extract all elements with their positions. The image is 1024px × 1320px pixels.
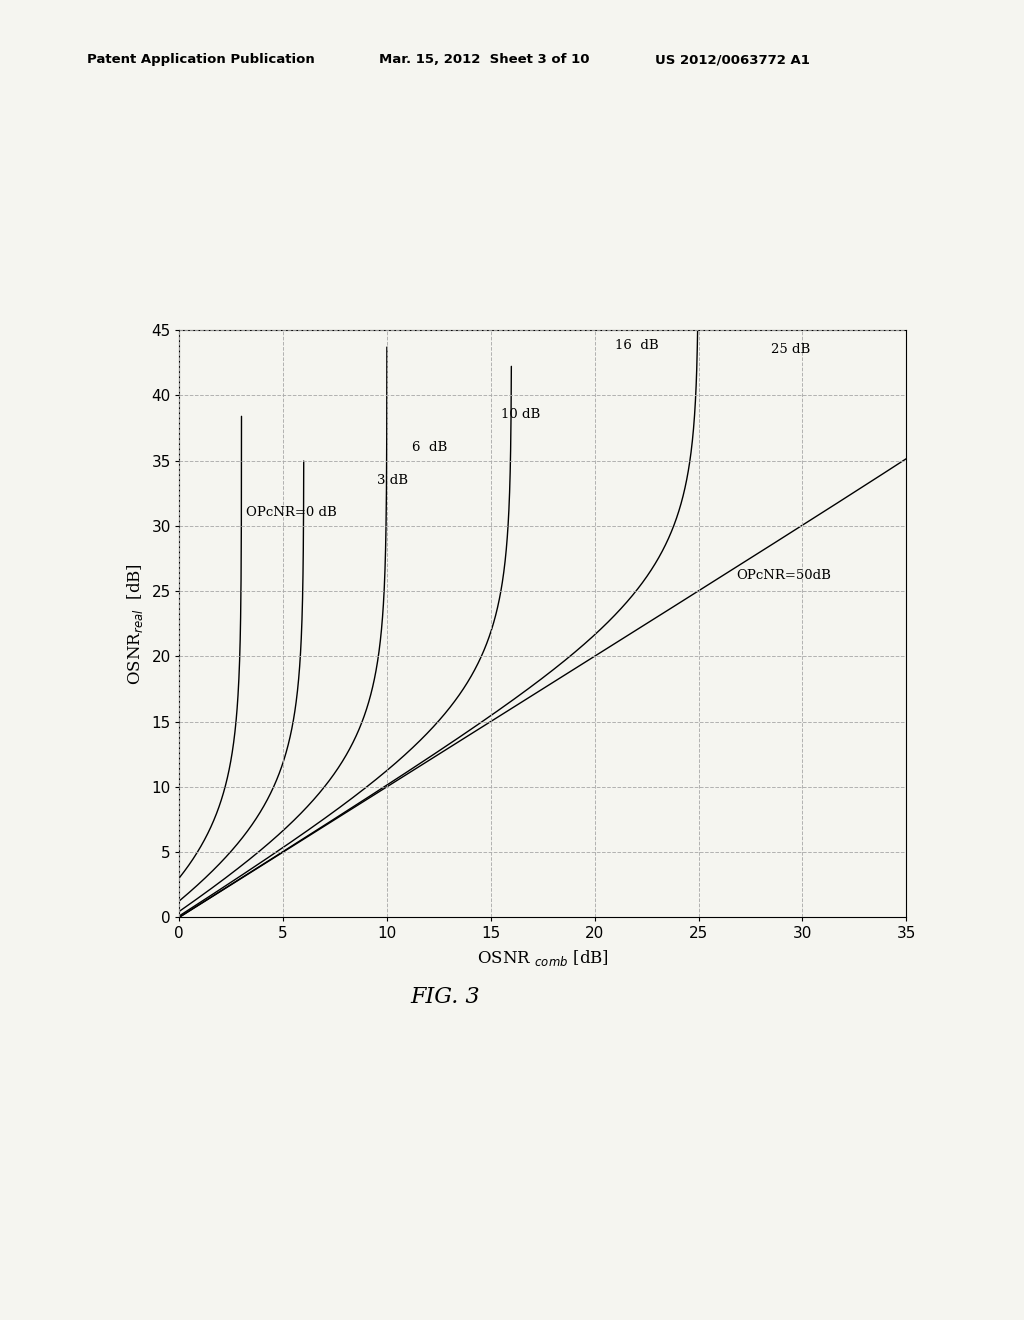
Text: 6  dB: 6 dB — [412, 441, 447, 454]
Text: 3 dB: 3 dB — [377, 474, 408, 487]
X-axis label: OSNR $_{comb}$ [dB]: OSNR $_{comb}$ [dB] — [477, 948, 608, 968]
Y-axis label: OSNR$_{real}$  [dB]: OSNR$_{real}$ [dB] — [125, 562, 144, 685]
Text: OPcNR=50dB: OPcNR=50dB — [736, 569, 830, 582]
Text: FIG. 3: FIG. 3 — [411, 986, 480, 1007]
Text: OPcNR=0 dB: OPcNR=0 dB — [246, 507, 337, 519]
Text: Mar. 15, 2012  Sheet 3 of 10: Mar. 15, 2012 Sheet 3 of 10 — [379, 53, 590, 66]
Text: Patent Application Publication: Patent Application Publication — [87, 53, 314, 66]
Text: 10 dB: 10 dB — [501, 408, 541, 421]
Text: US 2012/0063772 A1: US 2012/0063772 A1 — [655, 53, 810, 66]
Text: 16  dB: 16 dB — [615, 339, 659, 352]
Text: 25 dB: 25 dB — [771, 343, 810, 356]
